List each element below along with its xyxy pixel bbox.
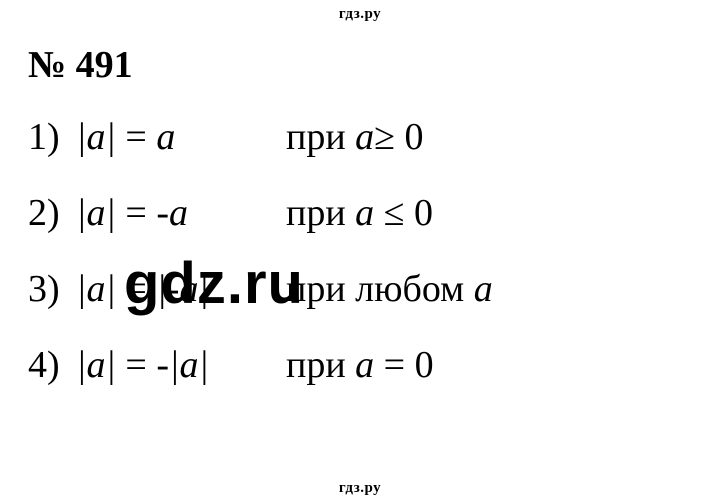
solution-line-2: 2) |a| = -a при a ≤ 0 <box>28 191 720 235</box>
condition: при a = 0 <box>286 343 434 387</box>
condition: при любом a <box>286 267 493 311</box>
solution-content: № 491 1) |a| = a при a≥ 0 2) |a| = -a пр… <box>0 43 720 387</box>
site-footer: гдз.ру <box>0 480 720 497</box>
line-number: 4) <box>28 343 76 387</box>
solution-line-1: 1) |a| = a при a≥ 0 <box>28 115 720 159</box>
watermark: gdz.ru <box>124 250 304 317</box>
problem-number: № 491 <box>28 43 720 87</box>
line-number: 2) <box>28 191 76 235</box>
condition: при a≥ 0 <box>286 115 424 159</box>
formula: |a| = a <box>76 115 286 159</box>
formula: |a| = -|a| <box>76 343 286 387</box>
formula: |a| = -a <box>76 191 286 235</box>
site-header: гдз.ру <box>0 0 720 43</box>
condition: при a ≤ 0 <box>286 191 433 235</box>
solution-line-4: 4) |a| = -|a| при a = 0 <box>28 343 720 387</box>
line-number: 3) <box>28 267 76 311</box>
line-number: 1) <box>28 115 76 159</box>
